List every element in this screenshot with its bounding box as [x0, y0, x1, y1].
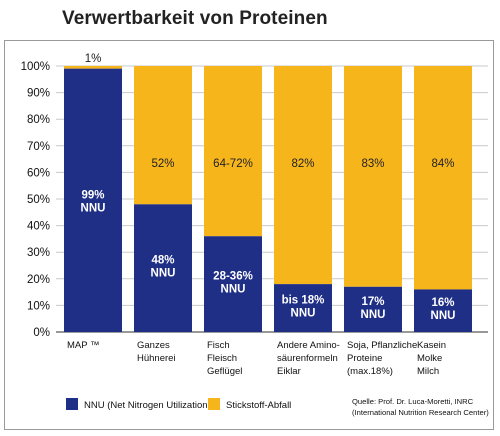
- waste-data-label: 1%: [85, 53, 102, 65]
- waste-data-label: 83%: [361, 158, 384, 170]
- nnu-data-label: NNU: [291, 308, 316, 320]
- x-category-label: Ganzes: [137, 340, 170, 351]
- bar-nnu: [134, 204, 192, 332]
- nnu-data-label: NNU: [151, 268, 176, 280]
- nnu-data-label: 16%: [431, 297, 454, 309]
- nnu-data-label: NNU: [431, 310, 456, 322]
- y-tick-label: 100%: [21, 61, 50, 73]
- nnu-data-label: 17%: [361, 296, 384, 308]
- x-category-label: Molke: [417, 353, 442, 364]
- x-category-label: Kasein: [417, 340, 446, 351]
- bar-nnu: [204, 236, 262, 332]
- y-tick-label: 30%: [27, 247, 50, 259]
- bar-waste: [204, 66, 262, 237]
- y-tick-label: 80%: [27, 114, 50, 126]
- x-category-label: Hühnerei: [137, 353, 176, 364]
- y-tick-label: 20%: [27, 274, 50, 286]
- nnu-data-label: 48%: [151, 255, 174, 267]
- legend-label-nnu: NNU (Net Nitrogen Utilization: [84, 400, 208, 411]
- waste-data-label: 82%: [291, 158, 314, 170]
- bar-nnu: [344, 286, 402, 332]
- y-tick-label: 0%: [33, 327, 50, 339]
- x-category-label: Proteine: [347, 353, 382, 364]
- nnu-data-label: NNU: [221, 284, 246, 296]
- legend-swatch-nnu: [66, 398, 78, 410]
- waste-data-label: 52%: [151, 158, 174, 170]
- source-line-2: (International Nutrition Research Center…: [352, 408, 489, 417]
- x-category-label: Milch: [417, 366, 439, 377]
- legend-label-waste: Stickstoff-Abfall: [226, 400, 291, 411]
- bar-waste: [64, 66, 122, 69]
- x-category-label: säurenformeln: [277, 353, 338, 364]
- chart-box: [4, 40, 494, 430]
- bar-nnu: [64, 68, 122, 332]
- bar-waste: [134, 66, 192, 205]
- nnu-data-label: NNU: [81, 203, 106, 215]
- bar-nnu: [414, 289, 472, 332]
- waste-data-label: 64-72%: [213, 158, 253, 170]
- x-category-label: MAP ™: [67, 340, 100, 351]
- y-tick-label: 90%: [27, 88, 50, 100]
- nnu-data-label: bis 18%: [282, 295, 325, 307]
- x-category-label: Soja, Pflanzliche: [347, 340, 417, 351]
- x-category-label: Fleisch: [207, 353, 237, 364]
- nnu-data-label: NNU: [361, 309, 386, 321]
- x-category-label: Andere Amino-: [277, 340, 340, 351]
- x-category-label: Geflügel: [207, 366, 242, 377]
- y-tick-label: 70%: [27, 141, 50, 153]
- legend-swatch-waste: [208, 398, 220, 410]
- x-category-label: Eiklar: [277, 366, 301, 377]
- x-category-label: (max.18%): [347, 366, 393, 377]
- chart-title: Verwertbarkeit von Proteinen: [62, 8, 328, 29]
- y-tick-label: 50%: [27, 194, 50, 206]
- waste-data-label: 84%: [431, 158, 454, 170]
- y-tick-label: 40%: [27, 221, 50, 233]
- y-tick-label: 60%: [27, 167, 50, 179]
- bar-waste: [414, 66, 472, 290]
- x-category-label: Fisch: [207, 340, 230, 351]
- y-tick-label: 10%: [27, 300, 50, 312]
- source-line-1: Quelle: Prof. Dr. Luca-Moretti, INRC: [352, 397, 474, 406]
- bar-waste: [274, 66, 332, 285]
- nnu-data-label: 99%: [81, 190, 104, 202]
- bar-nnu: [274, 284, 332, 332]
- bar-waste: [344, 66, 402, 287]
- nnu-data-label: 28-36%: [213, 271, 253, 283]
